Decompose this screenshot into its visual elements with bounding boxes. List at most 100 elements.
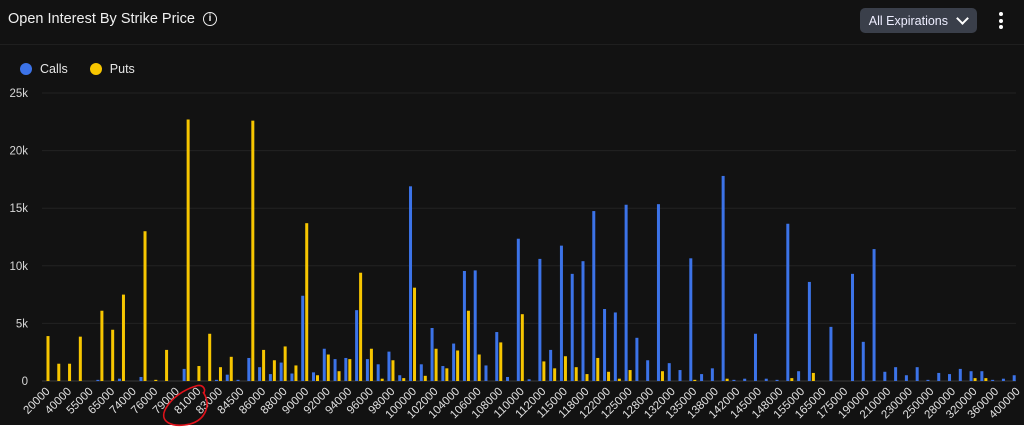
calls-bar xyxy=(851,273,854,381)
puts-bar xyxy=(660,371,664,381)
calls-bar xyxy=(743,378,747,381)
puts-bar xyxy=(563,356,567,381)
calls-bar xyxy=(753,333,757,381)
puts-bar xyxy=(165,349,169,381)
calls-bar xyxy=(527,379,531,381)
puts-bar xyxy=(57,363,61,381)
calls-bar xyxy=(807,281,811,381)
puts-bar xyxy=(380,378,384,381)
calls-bar xyxy=(549,349,553,381)
puts-bar xyxy=(574,367,578,381)
puts-bar xyxy=(348,359,352,381)
puts-bar xyxy=(391,360,395,381)
puts-bar xyxy=(111,329,115,381)
y-tick-label: 5k xyxy=(16,318,28,330)
calls-bar xyxy=(214,379,218,381)
calls-bar xyxy=(139,376,143,381)
calls-bar xyxy=(387,351,391,381)
calls-bar xyxy=(376,364,380,381)
calls-bar xyxy=(409,186,413,381)
calls-bar xyxy=(247,357,251,381)
calls-bar xyxy=(732,379,736,381)
calls-bar xyxy=(419,364,423,381)
calls-bar xyxy=(786,223,790,381)
calls-bar xyxy=(883,371,887,381)
calls-bar xyxy=(279,362,283,381)
calls-bar xyxy=(646,360,650,381)
puts-bar xyxy=(251,120,255,381)
calls-bar xyxy=(710,368,714,381)
calls-bar xyxy=(689,258,693,381)
calls-bar xyxy=(592,211,596,381)
puts-bar xyxy=(197,366,201,381)
calls-bar xyxy=(441,366,445,381)
puts-bar xyxy=(100,310,104,381)
puts-bar xyxy=(585,374,589,381)
calls-bar xyxy=(624,204,628,381)
more-options-icon[interactable] xyxy=(999,12,1003,32)
calls-bar xyxy=(559,245,563,381)
calls-bar xyxy=(117,378,121,381)
calls-bar xyxy=(721,175,725,381)
puts-bar xyxy=(68,363,72,381)
calls-bar xyxy=(506,376,510,381)
calls-bar xyxy=(1001,378,1005,381)
chart-title: Open Interest By Strike Price xyxy=(8,11,195,27)
calls-bar xyxy=(344,357,348,381)
calls-bar xyxy=(96,379,100,381)
calls-bar xyxy=(980,371,984,381)
calls-bar xyxy=(667,363,671,381)
puts-bar xyxy=(434,348,438,381)
calls-bar xyxy=(635,337,639,381)
puts-bar xyxy=(359,272,363,381)
calls-bar xyxy=(312,372,315,381)
calls-bar xyxy=(1012,375,1016,381)
annotation-circle xyxy=(163,384,208,426)
calls-bar xyxy=(484,365,488,381)
y-tick-label: 15k xyxy=(9,203,28,215)
expiration-dropdown[interactable]: All Expirations xyxy=(859,8,977,33)
calls-bar xyxy=(894,367,898,381)
legend-puts[interactable]: Puts xyxy=(89,62,135,76)
puts-bar xyxy=(369,348,373,381)
puts-bar xyxy=(628,370,632,381)
calls-bar xyxy=(861,341,865,381)
calls-bar xyxy=(301,295,305,381)
calls-bar xyxy=(603,309,607,381)
puts-bar xyxy=(693,379,697,381)
puts-bar xyxy=(402,378,406,381)
calls-bar xyxy=(398,375,402,381)
calls-bar xyxy=(258,367,262,381)
puts-bar xyxy=(121,294,125,381)
calls-bar xyxy=(236,379,240,381)
puts-bar xyxy=(337,371,341,381)
calls-bar xyxy=(365,359,369,381)
puts-bar xyxy=(423,375,427,381)
y-tick-label: 10k xyxy=(9,261,28,273)
calls-bar xyxy=(926,379,930,381)
title-group: Open Interest By Strike Price i xyxy=(8,11,217,27)
calls-bar xyxy=(613,312,617,381)
puts-bar xyxy=(542,361,546,381)
legend-calls[interactable]: Calls xyxy=(20,62,68,76)
calls-bar xyxy=(991,379,995,381)
calls-bar xyxy=(904,375,908,381)
calls-bar xyxy=(872,249,876,381)
info-icon[interactable]: i xyxy=(202,12,217,26)
puts-bar xyxy=(499,342,503,381)
puts-bar xyxy=(413,287,417,381)
puts-bar xyxy=(790,378,794,381)
calls-bar xyxy=(452,343,456,381)
calls-bar xyxy=(430,328,434,381)
calls-bar xyxy=(495,332,499,381)
legend: Calls Puts xyxy=(20,62,157,76)
y-tick-label: 20k xyxy=(9,146,28,158)
calls-bar xyxy=(516,238,520,381)
calls-bar xyxy=(775,379,779,381)
y-tick-label: 0 xyxy=(22,376,28,388)
calls-bar xyxy=(268,374,272,381)
puts-bar xyxy=(520,314,524,381)
puts-bar xyxy=(78,336,82,381)
puts-bar xyxy=(456,350,460,381)
